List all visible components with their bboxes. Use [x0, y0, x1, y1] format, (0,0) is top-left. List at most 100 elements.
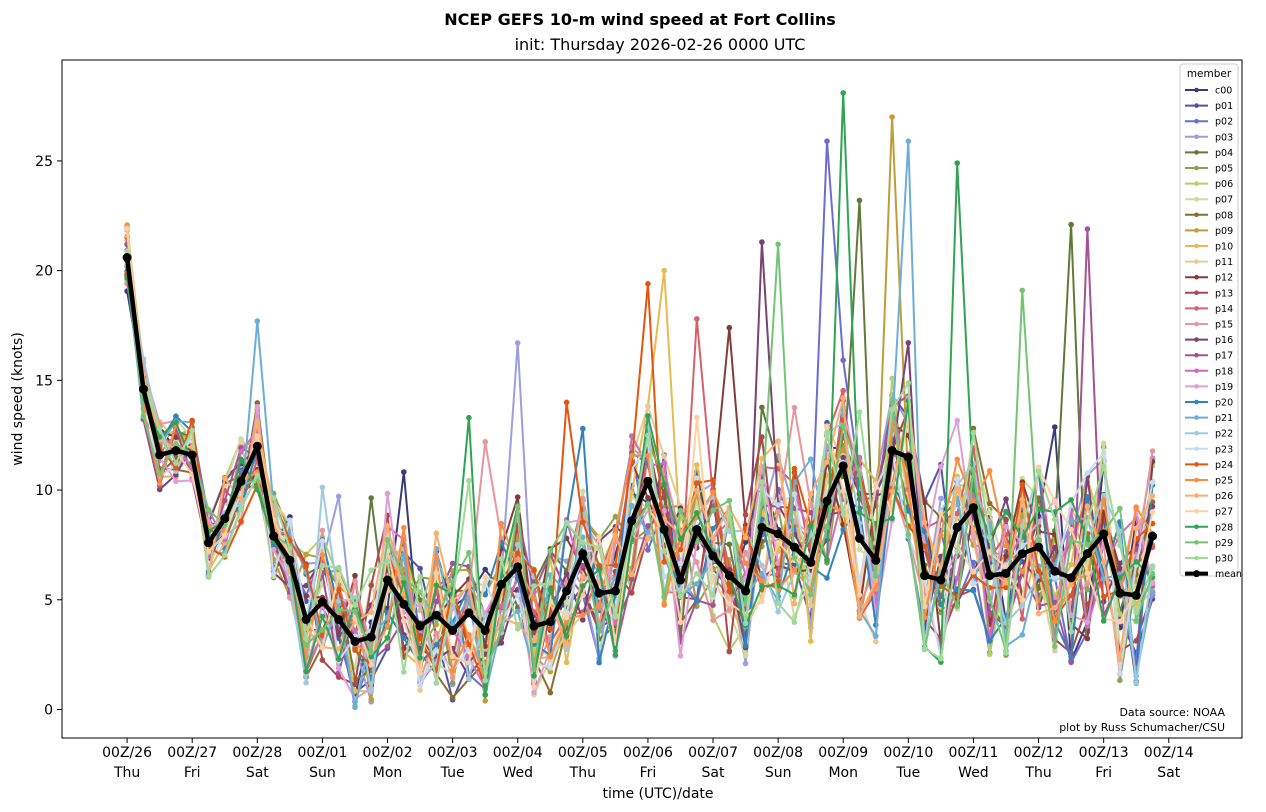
point-p30 [970, 429, 977, 436]
point-p27 [222, 532, 228, 538]
legend-swatch-marker [1194, 306, 1199, 311]
legend-swatch-marker [1194, 118, 1199, 124]
point-p30 [238, 505, 244, 512]
point-p05 [449, 680, 456, 686]
point-p26 [873, 577, 879, 584]
point-p24 [563, 399, 570, 406]
point-p21 [628, 502, 635, 509]
point-p19 [254, 404, 261, 410]
point-p10 [661, 267, 667, 274]
x-tick-label-day: Sun [765, 765, 792, 781]
point-p25 [873, 585, 879, 591]
point-p25 [498, 520, 505, 527]
point-p26 [645, 534, 651, 541]
x-tick-label-day: Sat [246, 765, 269, 781]
point-p12 [514, 494, 521, 500]
point-p24 [173, 465, 179, 471]
point-p15 [319, 527, 326, 534]
legend-label: p23 [1215, 444, 1233, 455]
point-p23 [1100, 450, 1107, 456]
point-p08 [254, 400, 261, 406]
point-p26 [1117, 657, 1123, 663]
point-p24 [612, 562, 619, 569]
point-p22 [335, 598, 342, 604]
legend-label: p17 [1215, 351, 1233, 362]
legend-label: c00 [1215, 86, 1232, 97]
y-tick-label: 15 [35, 373, 53, 389]
plot-credit-note: plot by Russ Schumacher/CSU [1059, 721, 1225, 734]
x-tick-label-time: 00Z/02 [363, 745, 413, 761]
point-p27 [726, 600, 733, 607]
point-p28 [156, 434, 163, 440]
point-p21 [514, 608, 521, 615]
point-mean [383, 575, 392, 585]
point-p17 [628, 576, 635, 582]
point-p25 [580, 612, 586, 618]
point-p07 [238, 436, 244, 442]
point-p28 [840, 90, 846, 96]
legend-item-p27: p27 [1185, 507, 1233, 518]
point-p20 [742, 642, 749, 649]
point-p29 [319, 627, 326, 633]
point-p27 [970, 569, 977, 575]
legend-swatch-marker [1194, 290, 1199, 296]
point-p26 [759, 455, 765, 462]
point-p28 [824, 557, 830, 564]
point-p17 [710, 602, 716, 608]
point-p27 [1117, 618, 1123, 625]
legend-label: p12 [1215, 273, 1233, 284]
legend-item-p24: p24 [1185, 460, 1233, 471]
point-p25 [954, 456, 960, 463]
legend-swatch-marker [1194, 446, 1199, 452]
point-p16 [563, 571, 570, 577]
point-mean [513, 562, 523, 572]
point-p24 [580, 519, 586, 525]
point-mean [903, 452, 913, 462]
point-p16 [498, 640, 505, 646]
legend-swatch-marker [1194, 540, 1199, 545]
point-p06 [889, 375, 895, 382]
point-p16 [580, 617, 586, 623]
point-p26 [1003, 580, 1009, 586]
x-tick-label-time: 00Z/12 [1014, 745, 1064, 761]
point-p30 [352, 602, 358, 608]
legend-swatch-marker [1193, 570, 1200, 578]
x-tick-label-time: 00Z/10 [883, 745, 933, 761]
point-p25 [401, 524, 407, 531]
point-p26 [368, 609, 375, 615]
point-p30 [335, 564, 342, 571]
point-p30 [742, 620, 749, 627]
point-p30 [368, 567, 375, 573]
point-mean [855, 533, 864, 543]
point-p29 [1019, 287, 1026, 294]
point-p22 [759, 562, 765, 569]
x-tick-label-time: 00Z/09 [818, 745, 868, 761]
point-p29 [335, 607, 342, 613]
point-p07 [1100, 440, 1107, 447]
point-p20 [482, 592, 489, 598]
x-tick-label-time: 00Z/07 [688, 745, 738, 761]
legend-label: p26 [1215, 491, 1233, 502]
point-mean [399, 599, 409, 609]
point-p21 [401, 552, 407, 558]
point-p17 [986, 610, 993, 616]
point-p29 [775, 241, 781, 248]
point-p23 [417, 682, 423, 689]
point-p27 [856, 592, 863, 598]
point-p15 [1149, 448, 1156, 454]
point-p16 [1117, 560, 1123, 567]
point-p24 [1035, 568, 1042, 574]
point-p17 [645, 523, 651, 529]
legend-item-p08: p08 [1185, 210, 1233, 221]
x-tick-label-time: 00Z/28 [232, 745, 282, 761]
point-p11 [807, 602, 814, 609]
point-p26 [531, 637, 537, 644]
point-p02 [840, 357, 846, 364]
point-p17 [807, 509, 814, 516]
point-p30 [954, 548, 960, 554]
point-p30 [596, 544, 602, 551]
point-p17 [433, 598, 440, 605]
point-p02 [824, 138, 830, 144]
x-tick-label-time: 00Z/27 [167, 745, 217, 761]
point-mean [545, 617, 555, 627]
